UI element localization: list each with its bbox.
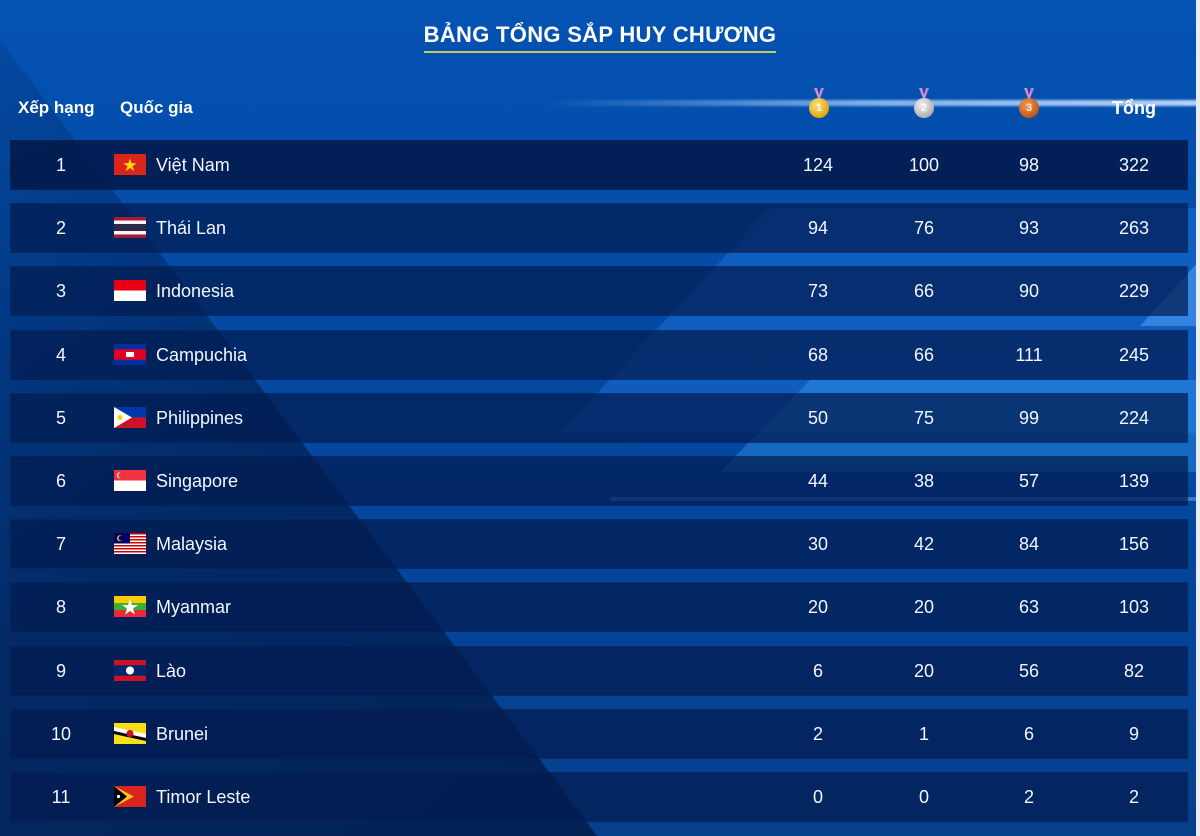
- malaysia-flag-icon: [114, 533, 146, 555]
- rank-cell: 10: [50, 723, 72, 744]
- country-name: Lào: [156, 660, 187, 681]
- indonesia-flag-icon: [114, 280, 146, 302]
- gold-count: 6: [812, 660, 823, 681]
- table-row-3: 3 Indonesia 73 66 90 229: [10, 266, 1188, 317]
- brunei-flag-icon: [114, 722, 146, 744]
- rank-cell: 5: [55, 407, 66, 428]
- gold-count: 68: [807, 344, 829, 365]
- total-count: 82: [1123, 660, 1145, 681]
- table-row-5: 5 Philippines 50 75 99 224: [10, 392, 1188, 443]
- bronze-medal-icon: 3: [1018, 88, 1040, 120]
- gold-count: 94: [807, 218, 829, 239]
- country-column-header: Quốc gia: [120, 98, 193, 117]
- bronze-count: 93: [1018, 218, 1040, 239]
- gold-count: 50: [807, 407, 829, 428]
- gold-count: 73: [807, 281, 829, 302]
- gold-count: 124: [802, 155, 834, 175]
- table-row-2: 2 Thái Lan 94 76 93 263: [10, 203, 1188, 254]
- bronze-count: 56: [1018, 660, 1040, 681]
- page-title: BẢNG TỔNG SẮP HUY CHƯƠNG: [423, 22, 777, 53]
- table-row-10: 10 Brunei 2 1 6 9: [10, 708, 1188, 759]
- silver-count: 66: [913, 344, 935, 365]
- table-row-1: 1 Việt Nam 124 100 98 322: [10, 140, 1188, 190]
- silver-count: 38: [913, 471, 935, 491]
- total-count: 322: [1118, 155, 1150, 175]
- bronze-count: 84: [1018, 534, 1040, 555]
- total-column-header: Tổng: [1112, 98, 1156, 118]
- thailand-flag-icon: [114, 217, 146, 239]
- gold-medal-icon: 1: [808, 88, 830, 120]
- myanmar-flag-icon: [114, 596, 146, 618]
- rank-cell: 6: [55, 471, 66, 491]
- rank-cell: 9: [55, 660, 66, 681]
- table-row-4: 4 Campuchia 68 66 111 245: [10, 329, 1188, 380]
- country-name: Philippines: [156, 407, 244, 428]
- country-name: Brunei: [156, 723, 209, 744]
- country-name: Malaysia: [156, 534, 228, 555]
- bronze-count: 99: [1018, 407, 1040, 428]
- total-count: 139: [1118, 471, 1150, 491]
- philippines-flag-icon: [114, 406, 146, 428]
- gold-count: 0: [812, 787, 823, 807]
- rank-cell: 4: [55, 344, 66, 365]
- total-count: 229: [1118, 281, 1150, 302]
- total-count: 156: [1118, 534, 1150, 555]
- table-row-8: 8 Myanmar 20 20 63 103: [10, 582, 1188, 633]
- rank-cell: 7: [55, 534, 66, 555]
- title-container: BẢNG TỔNG SẮP HUY CHƯƠNG: [0, 22, 1200, 53]
- rank-cell: 11: [51, 787, 71, 807]
- table-row-9: 9 Lào 6 20 56 82: [10, 645, 1188, 696]
- country-name: Indonesia: [156, 281, 235, 302]
- rank-cell: 2: [55, 218, 66, 239]
- vietnam-flag-icon: [114, 154, 146, 175]
- country-name: Campuchia: [156, 344, 248, 365]
- total-count: 9: [1128, 723, 1139, 744]
- gold-count: 44: [807, 471, 829, 491]
- total-count: 2: [1128, 787, 1139, 807]
- silver-count: 1: [918, 723, 929, 744]
- table-row-6: 6 Singapore 44 38 57 139: [10, 456, 1188, 506]
- country-name: Việt Nam: [156, 155, 230, 175]
- country-name: Singapore: [156, 471, 239, 491]
- bronze-count: 90: [1018, 281, 1040, 302]
- country-name: Myanmar: [156, 597, 232, 618]
- bronze-count: 111: [1015, 344, 1043, 365]
- country-name: Thái Lan: [156, 218, 227, 239]
- country-name: Timor Leste: [156, 787, 251, 807]
- silver-count: 75: [913, 407, 935, 428]
- total-count: 263: [1118, 218, 1150, 239]
- total-count: 224: [1118, 407, 1150, 428]
- bronze-count: 63: [1018, 597, 1040, 618]
- bronze-count: 98: [1018, 155, 1040, 175]
- silver-count: 20: [913, 660, 935, 681]
- cambodia-flag-icon: [114, 343, 146, 365]
- bronze-count: 6: [1023, 723, 1034, 744]
- silver-medal-icon: 2: [913, 88, 935, 120]
- silver-count: 66: [913, 281, 935, 302]
- rank-cell: 1: [55, 155, 66, 175]
- table-header: Xếp hạng Quốc gia 1 2 3 Tổng: [0, 86, 1200, 130]
- silver-count: 100: [908, 155, 940, 175]
- total-count: 245: [1118, 344, 1150, 365]
- singapore-flag-icon: [114, 470, 146, 491]
- rank-cell: 3: [55, 281, 66, 302]
- bronze-count: 57: [1018, 471, 1040, 491]
- gold-count: 2: [812, 723, 823, 744]
- silver-count: 0: [918, 787, 929, 807]
- silver-count: 20: [913, 597, 935, 618]
- table-row-7: 7 Malaysia 30 42 84 156: [10, 519, 1188, 570]
- table-row-11: 11 Timor Leste 0 0 2 2: [10, 772, 1188, 822]
- silver-count: 76: [913, 218, 935, 239]
- timor-leste-flag-icon: [114, 786, 146, 807]
- total-count: 103: [1118, 597, 1150, 618]
- rank-cell: 8: [55, 597, 66, 618]
- gold-count: 20: [807, 597, 829, 618]
- bronze-count: 2: [1023, 787, 1034, 807]
- laos-flag-icon: [114, 659, 146, 681]
- gold-count: 30: [807, 534, 829, 555]
- rank-column-header: Xếp hạng: [18, 98, 95, 117]
- silver-count: 42: [913, 534, 935, 555]
